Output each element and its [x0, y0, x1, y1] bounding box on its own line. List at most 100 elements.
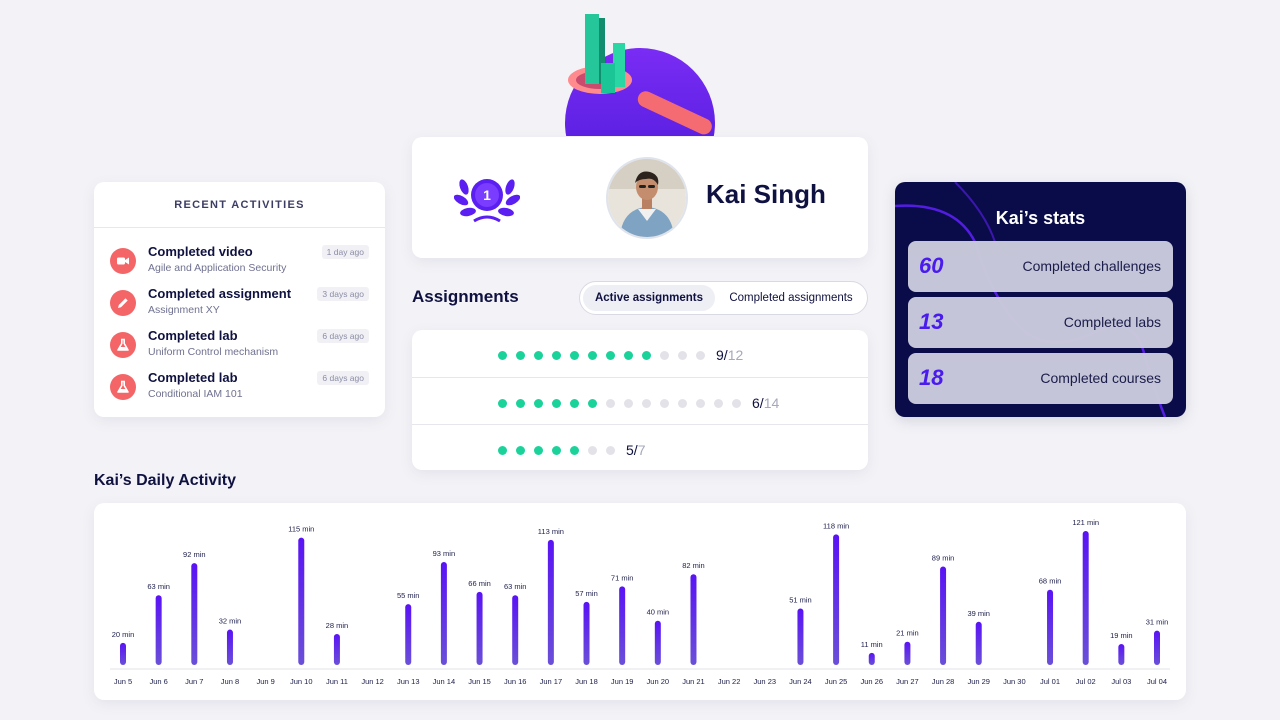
activity-bar[interactable] — [797, 608, 804, 665]
bar-value-label: 39 min — [967, 609, 990, 618]
progress-dot-pending — [660, 350, 669, 360]
activity-time-badge: 3 days ago — [317, 287, 369, 301]
progress-count: 9/12 — [716, 347, 743, 363]
activity-bar[interactable] — [1154, 630, 1160, 665]
tab-completed-assignments[interactable]: Completed assignments — [729, 292, 853, 304]
assignments-heading: Assignments — [412, 287, 519, 306]
progress-dot-complete — [516, 350, 525, 360]
x-tick-label: Jun 7 — [185, 677, 203, 686]
progress-dot-complete — [606, 350, 615, 360]
activity-bar[interactable] — [226, 629, 233, 665]
activity-bar[interactable] — [476, 591, 483, 665]
analytics-magnifier-illustration — [555, 14, 725, 148]
progress-dot-complete — [516, 398, 525, 408]
x-tick-label: Jun 5 — [114, 677, 132, 686]
activity-bar[interactable] — [868, 652, 875, 665]
flask-icon — [110, 374, 136, 400]
x-tick-label: Jul 02 — [1076, 677, 1096, 686]
activity-bar[interactable] — [975, 621, 982, 665]
daily-activity-heading: Kai’s Daily Activity — [94, 472, 236, 489]
activity-bar[interactable] — [405, 604, 412, 665]
activity-bar[interactable] — [333, 633, 340, 665]
activity-title: Completed lab — [148, 370, 238, 385]
progress-dot-pending — [642, 398, 651, 408]
progress-done: 9/ — [716, 347, 728, 363]
activity-bar[interactable] — [690, 574, 697, 665]
progress-dot-complete — [498, 398, 507, 408]
activity-time-badge: 6 days ago — [317, 371, 369, 385]
progress-dot-pending — [606, 445, 615, 455]
activity-item[interactable]: Completed lab Uniform Control mechanism … — [110, 328, 369, 364]
activity-bar[interactable] — [512, 595, 519, 665]
x-tick-label: Jun 29 — [967, 677, 990, 686]
activity-bar[interactable] — [833, 534, 840, 665]
bar-value-label: 93 min — [433, 549, 456, 558]
progress-count: 5/7 — [626, 442, 645, 458]
x-tick-label: Jun 12 — [361, 677, 384, 686]
progress-dot-pending — [678, 350, 687, 360]
bar-value-label: 92 min — [183, 550, 206, 559]
activity-item[interactable]: Completed video Agile and Application Se… — [110, 244, 369, 280]
activity-bar[interactable] — [904, 641, 911, 665]
x-tick-label: Jun 20 — [647, 677, 670, 686]
activity-bar[interactable] — [1118, 643, 1125, 665]
activity-bar[interactable] — [120, 642, 126, 665]
x-tick-label: Jun 26 — [860, 677, 883, 686]
progress-dot-complete — [642, 350, 651, 360]
progress-dot-complete — [588, 398, 597, 408]
stat-value: 60 — [919, 253, 944, 278]
activity-item[interactable]: Completed assignment Assignment XY 3 day… — [110, 286, 369, 322]
rank-number: 1 — [483, 187, 491, 203]
progress-dot-pending — [624, 398, 633, 408]
stats-title: Kai’s stats — [995, 208, 1086, 228]
activity-title: Completed lab — [148, 328, 238, 343]
rank-laurel-badge: 1 — [454, 179, 520, 223]
activity-bar[interactable] — [1047, 589, 1054, 665]
activity-bar[interactable] — [1082, 531, 1089, 665]
stat-label: Completed challenges — [1022, 258, 1161, 274]
progress-dot-complete — [516, 445, 525, 455]
bar-value-label: 82 min — [682, 561, 705, 570]
tab-active-assignments[interactable]: Active assignments — [583, 285, 715, 311]
x-tick-label: Jun 10 — [290, 677, 313, 686]
stats-card: Kai’s stats 60 Completed challenges 13 C… — [895, 182, 1186, 417]
x-tick-label: Jun 27 — [896, 677, 919, 686]
bar-value-label: 68 min — [1039, 577, 1062, 586]
activity-bar[interactable] — [547, 539, 554, 665]
bar-value-label: 63 min — [147, 582, 170, 591]
x-tick-label: Jun 9 — [256, 677, 274, 686]
progress-dots: 5/7 — [498, 442, 645, 458]
progress-dot-complete — [534, 350, 543, 360]
activity-time-badge: 1 day ago — [321, 245, 369, 259]
assignment-row[interactable]: 9/12 — [412, 330, 868, 377]
activity-item[interactable]: Completed lab Conditional IAM 101 6 days… — [110, 370, 369, 406]
avatar[interactable] — [606, 157, 688, 239]
x-tick-label: Jun 24 — [789, 677, 812, 686]
activity-bar[interactable] — [583, 601, 590, 665]
x-tick-label: Jul 01 — [1040, 677, 1060, 686]
daily-activity-chart: Jun 5 20 min Jun 6 63 min Jun 7 92 min Jun 8 32… — [110, 518, 1170, 686]
recent-activities-title: RECENT ACTIVITIES — [94, 182, 385, 228]
activity-title: Completed assignment — [148, 286, 292, 301]
bar-value-label: 63 min — [504, 582, 527, 591]
bar-value-label: 19 min — [1110, 631, 1133, 640]
progress-dot-complete — [624, 350, 633, 360]
x-tick-label: Jun 22 — [718, 677, 741, 686]
activity-bar[interactable] — [298, 537, 305, 665]
activity-bar[interactable] — [440, 562, 447, 665]
activity-bar[interactable] — [940, 566, 947, 665]
assignments-tab-toggle: Active assignments Completed assignments — [579, 281, 868, 315]
activity-bar[interactable] — [654, 620, 661, 665]
stat-label: Completed labs — [1063, 314, 1161, 330]
activity-bar[interactable] — [155, 595, 162, 665]
x-tick-label: Jun 14 — [433, 677, 456, 686]
progress-dot-complete — [552, 445, 561, 455]
activity-bar[interactable] — [619, 586, 626, 665]
assignment-row[interactable]: 6/14 — [412, 377, 868, 424]
x-tick-label: Jun 15 — [468, 677, 491, 686]
activity-bar[interactable] — [191, 563, 198, 665]
progress-total: 12 — [727, 347, 744, 363]
assignment-row[interactable]: 5/7 — [412, 424, 868, 471]
activity-subtitle: Uniform Control mechanism — [148, 346, 279, 358]
progress-dots: 6/14 — [498, 395, 779, 411]
